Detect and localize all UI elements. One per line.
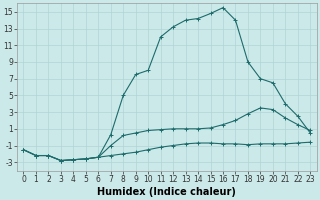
X-axis label: Humidex (Indice chaleur): Humidex (Indice chaleur) xyxy=(98,187,236,197)
